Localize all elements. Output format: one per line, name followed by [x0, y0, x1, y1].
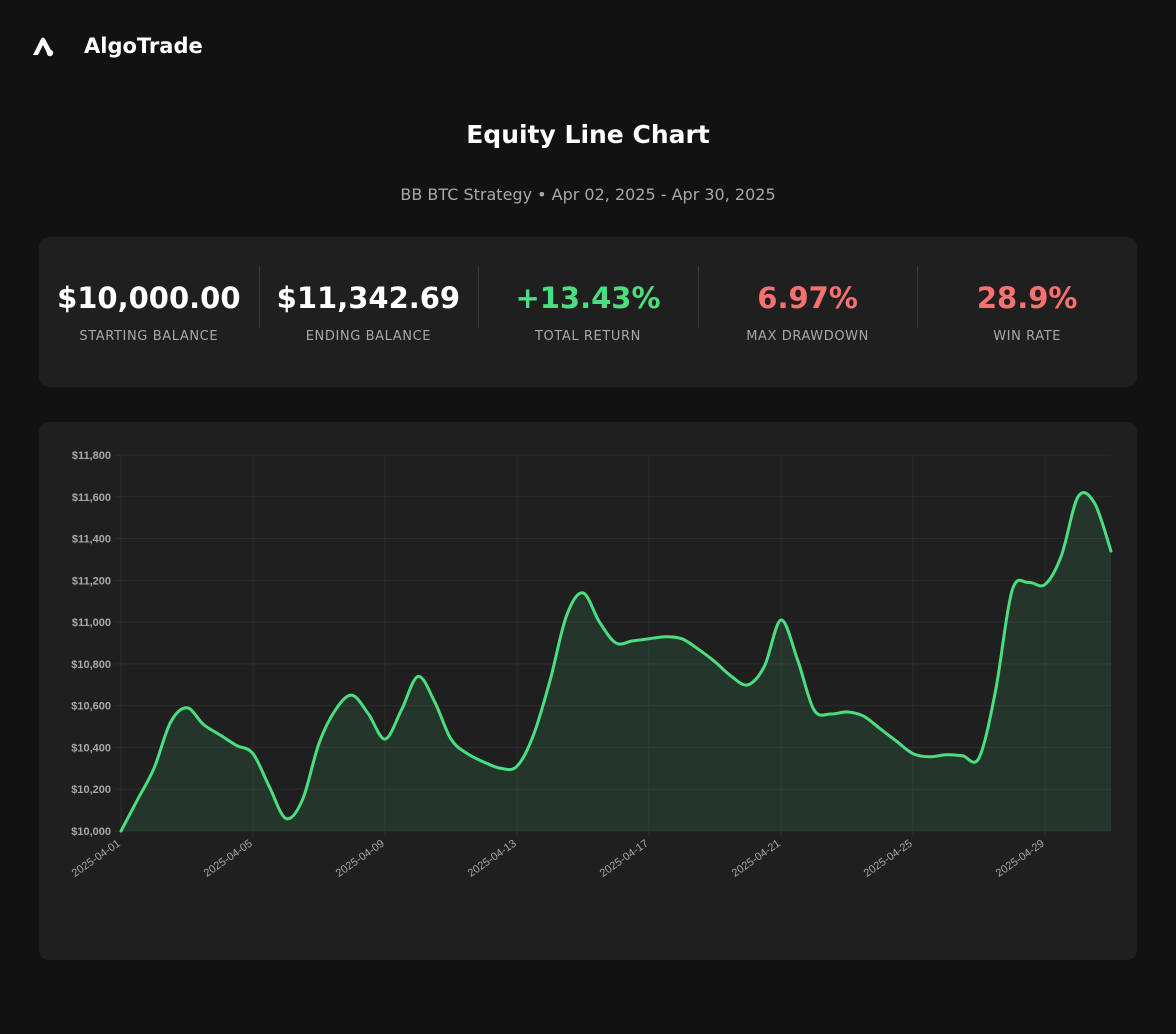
y-tick-label: $11,800 — [72, 450, 111, 462]
x-tick-label: 2025-04-25 — [862, 838, 915, 880]
stat-value: 28.9% — [976, 280, 1078, 315]
equity-line — [119, 491, 1113, 833]
stat-label: WIN RATE — [993, 328, 1062, 344]
stats-panel: $10,000.00 STARTING BALANCE $11,342.69 E… — [39, 237, 1137, 387]
stat-starting-balance: $10,000.00 STARTING BALANCE — [39, 281, 259, 344]
x-tick-label: 2025-04-21 — [730, 838, 783, 880]
stat-value: +13.43% — [515, 280, 661, 315]
page-title: Equity Line Chart — [466, 120, 710, 149]
stat-win-rate: 28.9% WIN RATE — [917, 265, 1137, 344]
x-tick-label: 2025-04-09 — [334, 838, 387, 880]
stat-value: 6.97% — [757, 280, 858, 315]
stat-total-return: +13.43% TOTAL RETURN — [478, 265, 698, 344]
equity-area — [121, 492, 1111, 831]
stat-value: $10,000.00 — [57, 280, 241, 315]
y-tick-label: $10,200 — [71, 784, 111, 796]
equity-chart-card: $10,000 $10,200 $10,400 $10,600 $10,800 $11,0… — [39, 422, 1137, 960]
y-tick-label: $11,400 — [72, 534, 111, 546]
y-tick-label: $10,400 — [71, 742, 111, 754]
stat-label: TOTAL RETURN — [534, 328, 641, 344]
stat-ending-balance: $11,342.69 ENDING BALANCE — [258, 265, 479, 344]
x-tick-label: 2025-04-01 — [70, 838, 123, 880]
stat-label: MAX DRAWDOWN — [746, 328, 869, 344]
y-tick-label: $11,000 — [72, 617, 111, 629]
header: AlgoTrade — [30, 30, 203, 62]
page-subtitle: BB BTC Strategy • Apr 02, 2025 - Apr 30,… — [400, 185, 776, 204]
equity-chart[interactable]: $10,000 $10,200 $10,400 $10,600 $10,800 $11,0… — [39, 422, 1137, 960]
x-tick-label: 2025-04-13 — [466, 838, 519, 880]
x-tick-label: 2025-04-17 — [598, 838, 651, 880]
y-tick-label: $10,600 — [71, 701, 111, 713]
stat-max-drawdown: 6.97% MAX DRAWDOWN — [697, 265, 918, 344]
algotrade-logo-icon[interactable] — [30, 34, 56, 58]
y-tick-label: $11,600 — [72, 492, 111, 504]
y-tick-label: $11,200 — [72, 575, 111, 587]
x-tick-label: 2025-04-05 — [202, 838, 255, 880]
stat-value: $11,342.69 — [276, 280, 461, 315]
x-tick-label: 2025-04-29 — [994, 838, 1047, 880]
stat-label: STARTING BALANCE — [79, 328, 219, 344]
brand-name[interactable]: AlgoTrade — [84, 34, 203, 58]
y-tick-label: $10,800 — [71, 659, 111, 671]
stat-label: ENDING BALANCE — [305, 328, 432, 344]
y-tick-label: $10,000 — [71, 826, 111, 838]
